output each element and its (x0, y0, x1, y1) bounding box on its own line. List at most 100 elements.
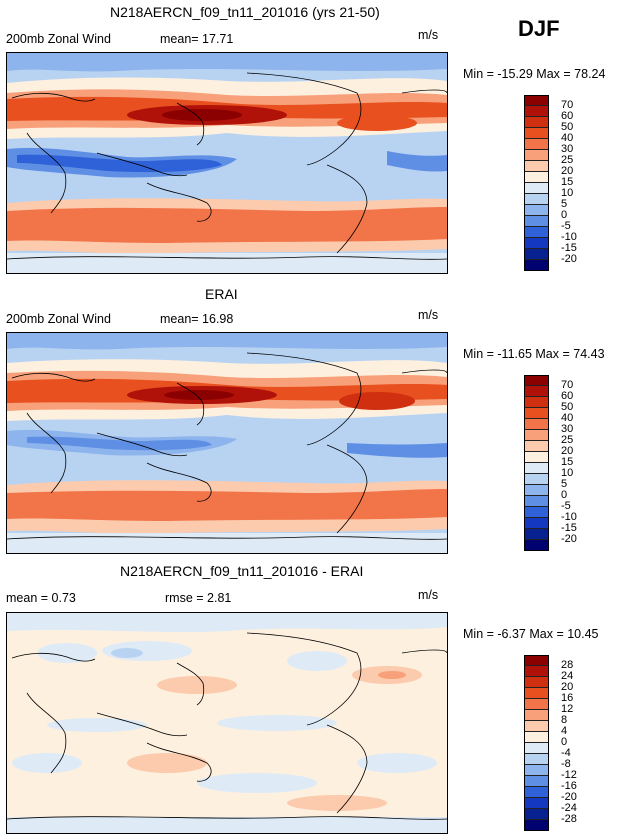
colorbar-tick: 16 (561, 692, 574, 704)
colorbar-swatch (524, 128, 549, 139)
colorbar-swatch (524, 397, 549, 408)
colorbar-swatch (524, 787, 549, 798)
colorbar-swatch (524, 106, 549, 117)
map-panel-erai (6, 332, 448, 554)
colorbar-tick: 10 (561, 467, 574, 479)
colorbar-tick: -5 (561, 500, 571, 512)
colorbar-model (524, 95, 549, 271)
colorbar-tick: 5 (561, 478, 568, 490)
colorbar-tick: -16 (561, 780, 577, 792)
units-label: m/s (418, 308, 439, 322)
colorbar-erai (524, 375, 549, 551)
colorbar-swatch (524, 452, 549, 463)
colorbar-tick: 0 (561, 489, 568, 501)
colorbar-tick: 30 (561, 143, 574, 155)
colorbar-swatch (524, 249, 549, 260)
colorbar-swatch (524, 529, 549, 540)
colorbar-swatch (524, 518, 549, 529)
colorbar-tick: 70 (561, 99, 574, 111)
colorbar-swatch (524, 419, 549, 430)
colorbar-swatch (524, 677, 549, 688)
colorbar-tick: 20 (561, 165, 574, 177)
colorbar-swatch (524, 95, 549, 106)
colorbar-tick: 60 (561, 390, 574, 402)
colorbar-swatch (524, 655, 549, 666)
colorbar-swatch (524, 754, 549, 765)
colorbar-swatch (524, 507, 549, 518)
variable-label: 200mb Zonal Wind (6, 312, 111, 326)
colorbar-swatch (524, 474, 549, 485)
map-panel-model (6, 52, 448, 274)
colorbar-swatch (524, 721, 549, 732)
panel-title: N218AERCN_f09_tn11_201016 - ERAI (120, 563, 364, 579)
units-label: m/s (418, 588, 439, 602)
colorbar-tick: 40 (561, 412, 574, 424)
colorbar-swatch (524, 743, 549, 754)
colorbar-swatch (524, 485, 549, 496)
colorbar-swatch (524, 776, 549, 787)
antarctic-band (7, 253, 447, 273)
colorbar-tick: 0 (561, 209, 568, 221)
min-max-label: Min = -6.37 Max = 10.45 (463, 627, 599, 641)
colorbar-swatch (524, 430, 549, 441)
colorbar-swatch (524, 666, 549, 677)
units-label: m/s (418, 28, 439, 42)
colorbar-swatch (524, 139, 549, 150)
colorbar-tick: -15 (561, 242, 577, 254)
colorbar-tick: -28 (561, 813, 577, 825)
colorbar-tick: -12 (561, 769, 577, 781)
colorbar-swatch (524, 710, 549, 721)
colorbar-swatch (524, 172, 549, 183)
colorbar-swatch (524, 161, 549, 172)
colorbar-swatch (524, 441, 549, 452)
colorbar-tick: 15 (561, 176, 574, 188)
colorbar-swatch (524, 408, 549, 419)
colorbar-tick: -5 (561, 220, 571, 232)
mean-value: mean= 16.98 (160, 312, 234, 326)
colorbar-swatch (524, 375, 549, 386)
colorbar-swatch (524, 496, 549, 507)
colorbar-tick: 24 (561, 670, 574, 682)
map-panel-difference (6, 612, 448, 834)
colorbar-tick: -10 (561, 231, 577, 243)
colorbar-swatch (524, 238, 549, 249)
colorbar-tick: -20 (561, 533, 577, 545)
colorbar-tick: -4 (561, 747, 571, 759)
colorbar-tick: -8 (561, 758, 571, 770)
panel-title: N218AERCN_f09_tn11_201016 (yrs 21-50) (110, 4, 380, 20)
colorbar-tick: 50 (561, 121, 574, 133)
colorbar-tick: 0 (561, 736, 568, 748)
wind-field (7, 53, 447, 273)
min-max-label: Min = -15.29 Max = 78.24 (463, 67, 606, 81)
colorbar-swatch (524, 117, 549, 128)
colorbar-swatch (524, 216, 549, 227)
colorbar-tick: 15 (561, 456, 574, 468)
colorbar-tick: -20 (561, 253, 577, 265)
colorbar-tick: 28 (561, 659, 574, 671)
coastlines (7, 72, 447, 260)
coastlines (7, 632, 447, 820)
wind-field (7, 333, 447, 553)
colorbar-swatch (524, 732, 549, 743)
colorbar-swatch (524, 463, 549, 474)
colorbar-tick: 25 (561, 434, 574, 446)
colorbar-tick: 10 (561, 187, 574, 199)
difference-field (7, 613, 447, 833)
colorbar-tick: -15 (561, 522, 577, 534)
colorbar-tick: -24 (561, 802, 577, 814)
colorbar-tick: 5 (561, 198, 568, 210)
colorbar-swatch (524, 183, 549, 194)
min-max-label: Min = -11.65 Max = 74.43 (463, 347, 605, 361)
rmse-value: rmse = 2.81 (165, 591, 232, 605)
colorbar-swatch (524, 205, 549, 216)
colorbar-swatch (524, 386, 549, 397)
colorbar-tick: 60 (561, 110, 574, 122)
colorbar-swatch (524, 765, 549, 776)
colorbar-tick: 25 (561, 154, 574, 166)
colorbar-swatch (524, 809, 549, 820)
colorbar-tick: 12 (561, 703, 574, 715)
colorbar-tick: -10 (561, 511, 577, 523)
colorbar-swatch (524, 688, 549, 699)
colorbar-tick: 20 (561, 681, 574, 693)
mean-value: mean= 17.71 (160, 32, 234, 46)
